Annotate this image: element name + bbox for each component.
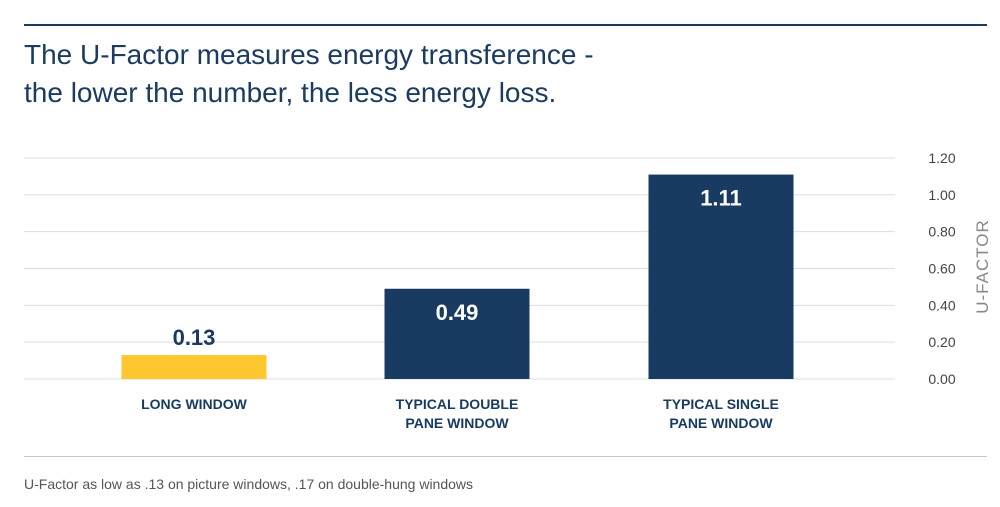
x-category-label: LONG WINDOW [141,396,248,412]
bar-value-label: 0.49 [436,300,479,325]
top-rule [24,24,987,26]
chart-title-line-1: The U-Factor measures energy transferenc… [24,39,594,70]
x-category-label: PANE WINDOW [405,415,509,431]
y-tick-label: 0.40 [928,297,955,313]
bar [121,355,267,379]
x-category-label: TYPICAL DOUBLE [396,396,519,412]
footnote: U-Factor as low as .13 on picture window… [24,476,474,492]
chart-title: The U-Factor measures energy transferenc… [24,36,824,112]
chart-title-line-2: the lower the number, the less energy lo… [24,77,557,108]
bar-value-label: 1.11 [700,186,742,211]
bar [384,288,530,379]
x-category-label: TYPICAL SINGLE [663,396,779,412]
y-tick-label: 0.20 [928,334,955,350]
y-axis-label: U-FACTOR [973,219,992,314]
y-tick-label: 0.80 [928,224,955,240]
y-tick-label: 1.20 [928,150,955,166]
y-tick-label: 0.60 [928,261,955,277]
x-category-label: PANE WINDOW [669,415,773,431]
y-tick-label: 0.00 [928,371,955,387]
bar-chart: 0.00 0.20 0.40 0.60 0.80 1.00 1.20 U-FACTOR 0.13… [24,150,992,431]
bar-value-label: 0.13 [173,325,216,350]
bar [648,174,794,379]
bottom-rule [24,456,987,457]
y-tick-label: 1.00 [928,187,955,203]
